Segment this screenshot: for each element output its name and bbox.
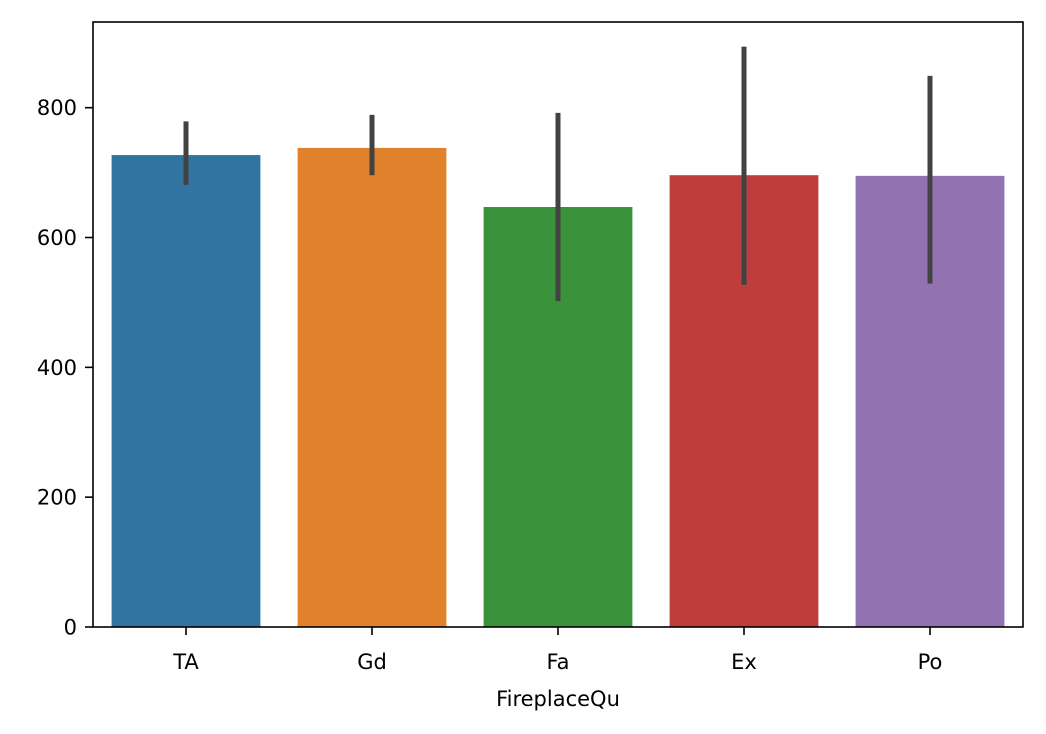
x-axis-label: FireplaceQu — [496, 687, 620, 711]
x-tick-label: TA — [172, 650, 199, 674]
x-tick-label: Fa — [546, 650, 569, 674]
y-tick-label: 0 — [64, 616, 77, 640]
y-tick-label: 800 — [37, 96, 77, 120]
x-axis: TA Gd Fa Ex Po — [172, 627, 942, 674]
y-tick-label: 200 — [37, 486, 77, 510]
error-bars-layer — [183, 46, 933, 302]
bar-gd — [297, 147, 447, 627]
y-tick-label: 600 — [37, 226, 77, 250]
x-tick-label: Gd — [357, 650, 387, 674]
x-tick-label: Po — [918, 650, 943, 674]
x-tick-label: Ex — [731, 650, 757, 674]
y-axis: 0 200 400 600 800 — [37, 96, 93, 640]
y-tick-label: 400 — [37, 356, 77, 380]
bar-ta — [111, 155, 261, 627]
